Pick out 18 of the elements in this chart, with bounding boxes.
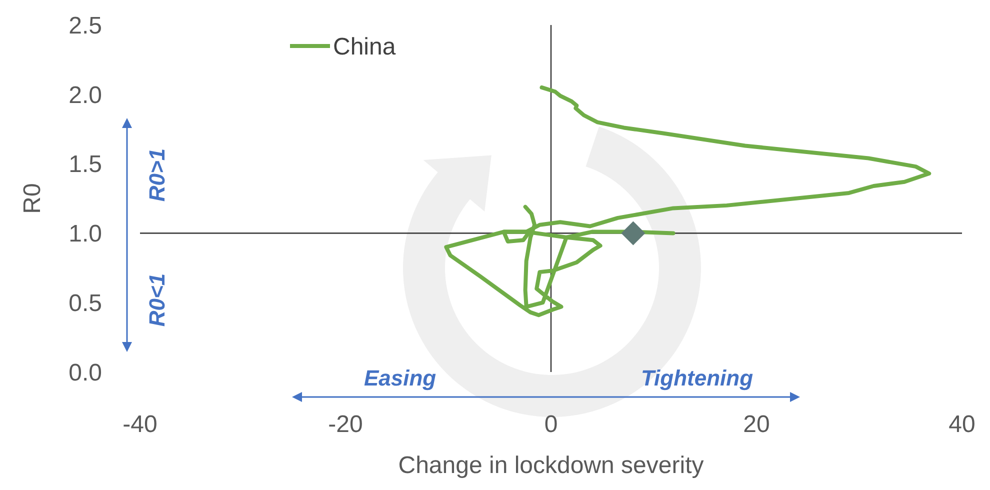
x-axis-title: Change in lockdown severity	[398, 452, 704, 479]
y-tick-label: 2.5	[68, 12, 102, 40]
annotation: Tightening	[640, 366, 754, 391]
y-tick-label: 0.5	[68, 290, 102, 317]
y-tick-label: 0.0	[68, 359, 102, 386]
x-tick-label: -20	[328, 411, 363, 438]
x-tick-label: -40	[122, 411, 158, 438]
annotation: Easing	[364, 366, 437, 391]
y-axis-title: R0	[19, 183, 46, 214]
y-tick-label: 1.0	[68, 220, 102, 248]
legend-label: China	[333, 33, 396, 60]
x-tick-label: 20	[743, 411, 770, 438]
annotation: R0<1	[144, 273, 170, 327]
y-tick-label: 2.0	[68, 82, 102, 109]
y-tick-label: 1.5	[68, 151, 102, 178]
x-tick-label: 0	[544, 411, 558, 438]
x-tick-label: 40	[948, 411, 976, 438]
annotation: R0>1	[144, 148, 170, 202]
